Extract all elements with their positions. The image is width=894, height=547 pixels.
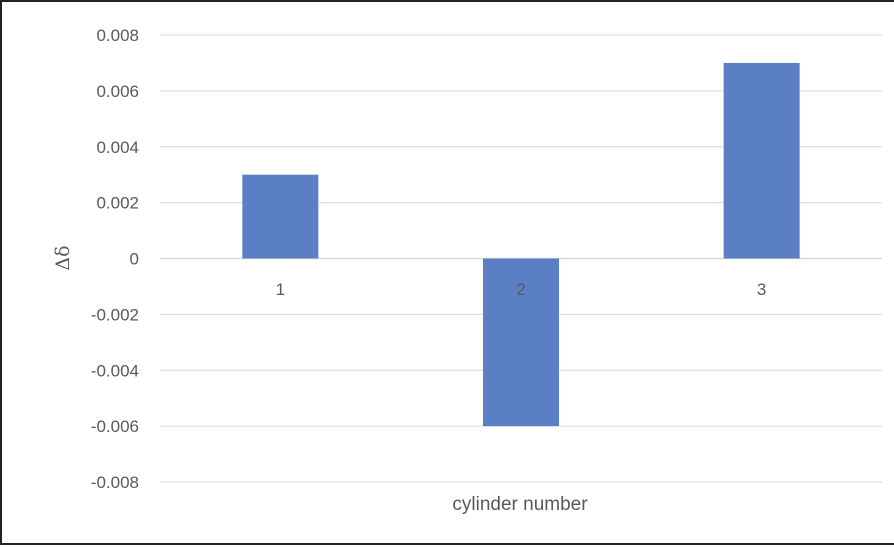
- bar-cylinder-2: [483, 258, 559, 427]
- x-tick-label: 3: [757, 280, 766, 299]
- bars: [242, 62, 800, 427]
- y-tick-label: 0.002: [96, 194, 139, 213]
- y-tick-label: 0.006: [96, 82, 139, 101]
- y-tick-labels: 0.008 0.006 0.004 0.002 0 -0.002 -0.004 -0.006 -…: [91, 26, 139, 492]
- y-tick-label: -0.006: [91, 417, 139, 436]
- x-tick-labels: 1 2 3: [276, 280, 767, 299]
- x-axis-title: cylinder number: [452, 494, 588, 515]
- y-tick-label: 0.008: [96, 26, 139, 45]
- y-tick-label: 0: [130, 250, 139, 269]
- bar-cylinder-1: [242, 174, 319, 259]
- bar-cylinder-3: [723, 62, 800, 259]
- y-tick-label: -0.004: [91, 361, 139, 380]
- y-axis-title: Δδ: [52, 245, 74, 270]
- x-tick-label: 1: [276, 280, 285, 299]
- x-tick-label: 2: [516, 280, 525, 299]
- y-tick-label: -0.002: [91, 305, 139, 324]
- y-tick-label: 0.004: [96, 138, 139, 157]
- y-tick-label: -0.008: [91, 473, 139, 492]
